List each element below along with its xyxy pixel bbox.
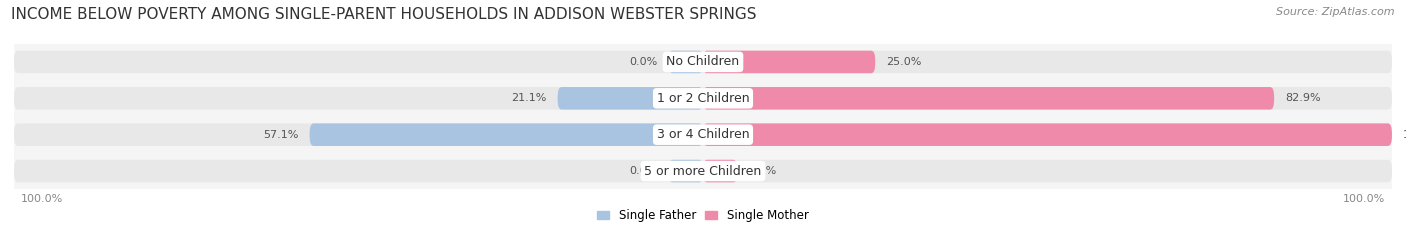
FancyBboxPatch shape [14,160,1392,182]
Text: 82.9%: 82.9% [1285,93,1320,103]
FancyBboxPatch shape [558,87,703,110]
Text: 0.0%: 0.0% [630,57,658,67]
FancyBboxPatch shape [703,51,876,73]
Text: 3 or 4 Children: 3 or 4 Children [657,128,749,141]
FancyBboxPatch shape [14,123,1392,146]
FancyBboxPatch shape [14,51,1392,73]
Text: INCOME BELOW POVERTY AMONG SINGLE-PARENT HOUSEHOLDS IN ADDISON WEBSTER SPRINGS: INCOME BELOW POVERTY AMONG SINGLE-PARENT… [11,7,756,22]
Text: 0.0%: 0.0% [748,166,776,176]
Text: 100.0%: 100.0% [21,194,63,204]
FancyBboxPatch shape [14,87,1392,110]
Legend: Single Father, Single Mother: Single Father, Single Mother [593,205,813,227]
Text: 0.0%: 0.0% [630,166,658,176]
FancyBboxPatch shape [703,87,1274,110]
FancyBboxPatch shape [703,160,738,182]
Bar [14,80,1392,116]
FancyBboxPatch shape [669,160,703,182]
Text: 57.1%: 57.1% [263,130,298,140]
Bar [14,153,1392,189]
Text: Source: ZipAtlas.com: Source: ZipAtlas.com [1277,7,1395,17]
Text: 5 or more Children: 5 or more Children [644,164,762,178]
FancyBboxPatch shape [669,51,703,73]
Text: No Children: No Children [666,55,740,69]
Text: 100.0%: 100.0% [1343,194,1385,204]
Text: 21.1%: 21.1% [512,93,547,103]
Text: 25.0%: 25.0% [886,57,922,67]
Bar [14,44,1392,80]
Text: 100.0%: 100.0% [1403,130,1406,140]
Text: 1 or 2 Children: 1 or 2 Children [657,92,749,105]
FancyBboxPatch shape [703,123,1392,146]
FancyBboxPatch shape [309,123,703,146]
Bar [14,116,1392,153]
